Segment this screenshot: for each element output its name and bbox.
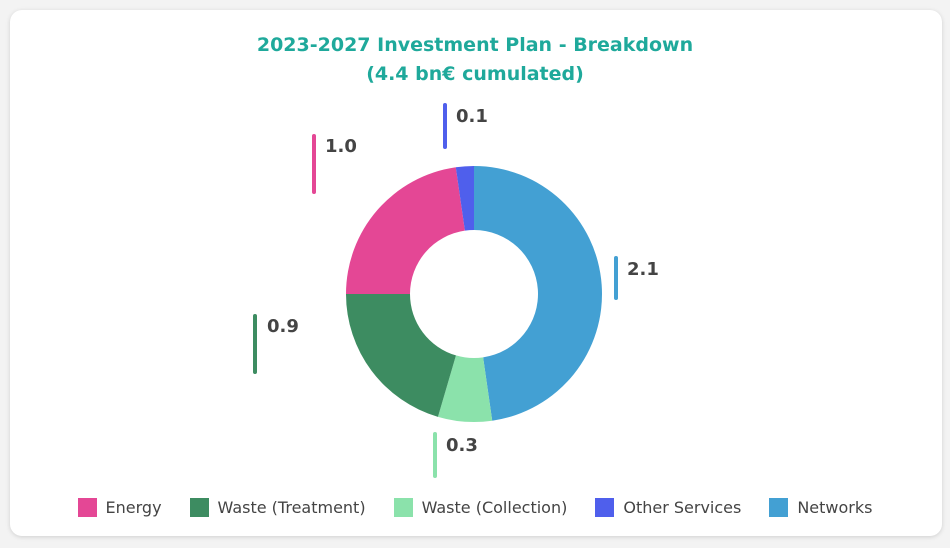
slice-other-services[interactable] xyxy=(455,166,474,231)
chart-title-line: 2023-2027 Investment Plan - Breakdown xyxy=(256,34,694,56)
legend-swatch xyxy=(769,498,789,517)
legend-item[interactable]: Energy xyxy=(77,498,162,517)
legend-label: Other Services xyxy=(623,498,742,517)
chart-title: 2023-2027 Investment Plan - Breakdown (4… xyxy=(0,31,950,89)
slice-waste-treatment[interactable] xyxy=(346,294,456,417)
legend-label: Energy xyxy=(105,498,162,517)
legend-swatch xyxy=(77,498,97,517)
data-label: 0.9 xyxy=(267,316,299,337)
legend-item[interactable]: Waste (Treatment) xyxy=(189,498,366,517)
legend-label: Waste (Collection) xyxy=(421,498,568,517)
data-label: 2.1 xyxy=(627,259,659,280)
legend-label: Waste (Treatment) xyxy=(217,498,366,517)
slice-waste-collection[interactable] xyxy=(437,355,493,422)
chart-card xyxy=(10,10,942,536)
legend-swatch xyxy=(189,498,209,517)
legend-item[interactable]: Other Services xyxy=(595,498,741,517)
slice-energy[interactable] xyxy=(346,167,465,294)
legend-item[interactable]: Waste (Collection) xyxy=(393,498,568,517)
legend-label: Networks xyxy=(797,498,873,517)
chart-subtitle: (4.4 bn€ cumulated) xyxy=(366,63,584,85)
data-label: 1.0 xyxy=(325,136,357,157)
legend-item[interactable]: Networks xyxy=(769,498,872,517)
data-label: 0.3 xyxy=(446,435,478,456)
legend-swatch xyxy=(393,498,413,517)
legend-swatch xyxy=(595,498,615,517)
slice-networks[interactable] xyxy=(474,166,602,421)
data-label: 0.1 xyxy=(456,106,488,127)
legend: Energy Waste (Treatment) Waste (Collection… xyxy=(0,498,950,517)
